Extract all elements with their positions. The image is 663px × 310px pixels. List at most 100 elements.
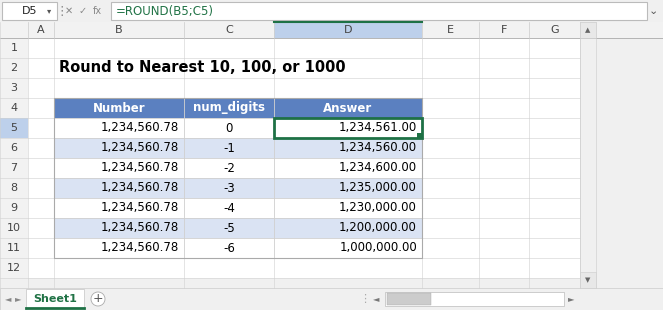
- Bar: [54, 158, 422, 178]
- Bar: [0, 218, 28, 238]
- Text: ✕: ✕: [65, 6, 73, 16]
- Bar: [28, 178, 580, 198]
- Bar: [0, 198, 28, 218]
- Text: C: C: [225, 25, 233, 35]
- Text: 3: 3: [11, 83, 17, 93]
- Bar: [54, 218, 422, 238]
- Text: 1,234,560.78: 1,234,560.78: [101, 202, 179, 215]
- Bar: [2, 2, 57, 20]
- Bar: [0, 138, 28, 158]
- Text: -6: -6: [223, 241, 235, 255]
- Bar: [0, 238, 28, 258]
- Text: ⌄: ⌄: [648, 6, 658, 16]
- Text: ►: ►: [568, 294, 575, 303]
- Text: A: A: [37, 25, 45, 35]
- Text: ⋮: ⋮: [56, 5, 68, 17]
- Text: B: B: [115, 25, 123, 35]
- Text: ▲: ▲: [585, 27, 591, 33]
- Bar: [26, 289, 84, 310]
- Bar: [0, 288, 663, 310]
- Text: ▾: ▾: [47, 7, 51, 16]
- Bar: [28, 238, 580, 258]
- Bar: [54, 118, 422, 138]
- Text: -3: -3: [223, 181, 235, 194]
- Text: fx: fx: [92, 6, 101, 16]
- Bar: [54, 98, 422, 118]
- Text: E: E: [447, 25, 454, 35]
- Bar: [274, 22, 422, 38]
- Text: ◄: ◄: [5, 294, 11, 303]
- Bar: [0, 178, 28, 198]
- Text: Number: Number: [93, 101, 145, 114]
- Circle shape: [91, 292, 105, 306]
- Text: 1,230,000.00: 1,230,000.00: [339, 202, 417, 215]
- Text: 1,234,560.78: 1,234,560.78: [101, 241, 179, 255]
- Text: G: G: [550, 25, 559, 35]
- Text: 1,234,600.00: 1,234,600.00: [339, 162, 417, 175]
- Bar: [387, 293, 432, 305]
- Bar: [28, 218, 580, 238]
- Bar: [111, 2, 647, 20]
- Bar: [28, 98, 580, 118]
- Text: Round to Nearest 10, 100, or 1000: Round to Nearest 10, 100, or 1000: [59, 60, 345, 76]
- Bar: [0, 118, 28, 138]
- Bar: [28, 78, 580, 98]
- Bar: [580, 22, 596, 38]
- Text: 6: 6: [11, 143, 17, 153]
- Text: 9: 9: [11, 203, 17, 213]
- Text: Sheet1: Sheet1: [33, 294, 77, 304]
- Bar: [28, 258, 580, 278]
- Text: 1,234,560.78: 1,234,560.78: [101, 162, 179, 175]
- Text: 1,234,560.78: 1,234,560.78: [101, 222, 179, 234]
- Text: 5: 5: [11, 123, 17, 133]
- Bar: [0, 0, 663, 22]
- Bar: [54, 178, 422, 198]
- Text: -4: -4: [223, 202, 235, 215]
- Text: ►: ►: [15, 294, 21, 303]
- Text: num_digits: num_digits: [193, 101, 265, 114]
- Bar: [54, 198, 422, 218]
- Text: ✓: ✓: [79, 6, 87, 16]
- Text: 1,234,560.78: 1,234,560.78: [101, 122, 179, 135]
- Bar: [0, 98, 28, 118]
- Text: ⋮: ⋮: [359, 294, 370, 304]
- Text: 1,200,000.00: 1,200,000.00: [339, 222, 417, 234]
- Text: D: D: [343, 25, 352, 35]
- Text: Answer: Answer: [324, 101, 373, 114]
- Text: 1,234,560.00: 1,234,560.00: [339, 141, 417, 154]
- Text: 0: 0: [225, 122, 233, 135]
- Bar: [28, 58, 580, 78]
- Bar: [0, 158, 28, 178]
- Text: -2: -2: [223, 162, 235, 175]
- Text: 1,235,000.00: 1,235,000.00: [339, 181, 417, 194]
- Text: -1: -1: [223, 141, 235, 154]
- Bar: [54, 238, 422, 258]
- Text: 1,234,561.00: 1,234,561.00: [339, 122, 417, 135]
- Bar: [28, 118, 580, 138]
- Text: F: F: [501, 25, 507, 35]
- Bar: [0, 22, 663, 38]
- Bar: [54, 98, 422, 258]
- Bar: [580, 22, 596, 288]
- Bar: [417, 133, 422, 138]
- Bar: [0, 38, 28, 58]
- Text: 1,234,560.78: 1,234,560.78: [101, 141, 179, 154]
- Bar: [28, 198, 580, 218]
- Bar: [0, 58, 28, 78]
- Text: 11: 11: [7, 243, 21, 253]
- Text: =ROUND(B5;C5): =ROUND(B5;C5): [116, 5, 214, 17]
- Text: 1,000,000.00: 1,000,000.00: [339, 241, 417, 255]
- Text: 8: 8: [11, 183, 17, 193]
- Text: 1,234,560.78: 1,234,560.78: [101, 181, 179, 194]
- Text: 4: 4: [11, 103, 17, 113]
- Text: 2: 2: [11, 63, 17, 73]
- Text: -5: -5: [223, 222, 235, 234]
- Text: D5: D5: [22, 6, 37, 16]
- Text: +: +: [93, 293, 103, 305]
- Text: ▼: ▼: [585, 277, 591, 283]
- Bar: [385, 292, 564, 306]
- Bar: [54, 138, 422, 158]
- Bar: [28, 158, 580, 178]
- Bar: [274, 118, 422, 138]
- Text: ◄: ◄: [373, 294, 380, 303]
